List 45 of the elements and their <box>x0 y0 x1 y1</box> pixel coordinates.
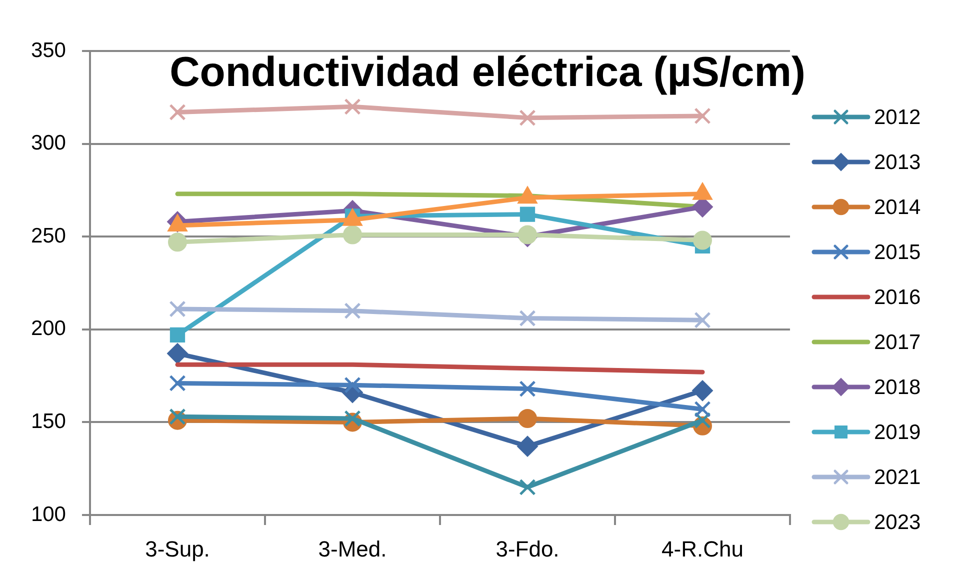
point <box>518 225 537 244</box>
x-tick-label: 4-R.Chu <box>662 536 744 562</box>
point <box>693 230 712 250</box>
point <box>169 104 186 121</box>
point <box>519 478 536 496</box>
y-tick-label: 250 <box>30 224 66 248</box>
point <box>694 400 711 418</box>
point <box>519 380 536 398</box>
y-tick-label: 300 <box>30 132 66 155</box>
legend-label: 2021 <box>874 466 921 489</box>
y-tick-label: 100 <box>30 502 66 526</box>
point <box>694 108 711 124</box>
y-tick-label: 150 <box>30 410 66 433</box>
point <box>518 408 537 428</box>
y-tick-label: 200 <box>30 317 66 340</box>
x-tick-label: 3-Med. <box>318 536 387 562</box>
legend-label: 2012 <box>874 106 921 129</box>
point <box>168 232 187 252</box>
point <box>167 343 188 364</box>
legend-label: 2017 <box>874 330 921 354</box>
point <box>170 327 186 343</box>
point <box>169 300 186 318</box>
point <box>344 98 361 115</box>
point <box>169 374 186 392</box>
chart-title: Conductividad eléctrica (µS/cm) <box>170 48 806 95</box>
point <box>692 380 713 402</box>
point <box>694 312 711 328</box>
point <box>519 310 536 327</box>
point <box>517 436 538 457</box>
legend-label: 2014 <box>874 196 922 219</box>
legend-label: 2015 <box>874 240 921 264</box>
legend-label: 2013 <box>874 150 921 174</box>
x-tick-label: 3-Fdo. <box>496 536 560 562</box>
y-tick-label: 350 <box>30 38 66 62</box>
point <box>344 410 361 427</box>
legend-label: 2016 <box>874 286 921 309</box>
point <box>343 225 362 244</box>
point <box>519 109 536 126</box>
legend-label: 2023 <box>874 510 921 534</box>
point <box>344 302 361 320</box>
legend-label: 2018 <box>874 376 921 399</box>
legend-label: 2019 <box>874 420 921 444</box>
point <box>520 206 536 222</box>
x-tick-label: 3-Sup. <box>145 536 210 562</box>
point <box>169 408 186 425</box>
